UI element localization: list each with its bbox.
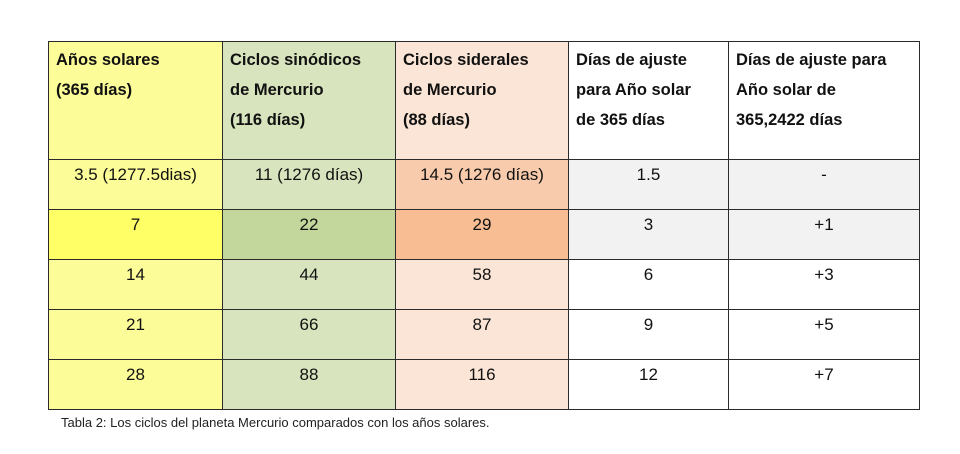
table-cell: +7 (728, 359, 920, 410)
table-cell: 14.5 (1276 días) (395, 159, 569, 210)
table-cell: 12 (568, 359, 729, 410)
table-cell: 116 (395, 359, 569, 410)
table-cell: - (728, 159, 920, 210)
table-cell: 7 (48, 209, 223, 260)
mercury-cycles-table: Años solares (365 días) Ciclos sinódicos… (48, 41, 920, 410)
table-cell: 3 (568, 209, 729, 260)
table-cell: +5 (728, 309, 920, 360)
table-cell: 1.5 (568, 159, 729, 210)
table-cell: +3 (728, 259, 920, 310)
header-line: Años solares (56, 51, 160, 69)
header-line: (365 días) (56, 81, 133, 99)
table-row: 21 66 87 9 +5 (48, 309, 920, 360)
table-row: 7 22 29 3 +1 (48, 209, 920, 260)
header-line: Ciclos siderales (403, 51, 529, 69)
header-line: Ciclos sinódicos (230, 51, 362, 69)
header-ciclos-sinodicos: Ciclos sinódicos de Mercurio (116 días) (222, 41, 396, 160)
header-line: (88 días) (403, 111, 470, 129)
header-line: de Mercurio (403, 81, 497, 99)
header-ciclos-siderales: Ciclos siderales de Mercurio (88 días) (395, 41, 569, 160)
table-cell: +1 (728, 209, 920, 260)
table-cell: 44 (222, 259, 396, 310)
table-cell: 29 (395, 209, 569, 260)
header-dias-ajuste-365-2422: Días de ajuste para Año solar de 365,242… (728, 41, 920, 160)
table-cell: 6 (568, 259, 729, 310)
table-header-row: Años solares (365 días) Ciclos sinódicos… (48, 41, 920, 160)
header-line: para Año solar (576, 81, 691, 99)
table-cell: 58 (395, 259, 569, 310)
table-cell: 87 (395, 309, 569, 360)
header-line: de Mercurio (230, 81, 324, 99)
table-cell: 88 (222, 359, 396, 410)
header-line: Días de ajuste (576, 51, 687, 69)
table-caption: Tabla 2: Los ciclos del planeta Mercurio… (61, 415, 490, 430)
table-row: 3.5 (1277.5dias) 11 (1276 días) 14.5 (12… (48, 159, 920, 210)
header-line: de 365 días (576, 111, 665, 129)
header-anos-solares: Años solares (365 días) (48, 41, 223, 160)
table-cell: 14 (48, 259, 223, 310)
table-cell: 21 (48, 309, 223, 360)
table-row: 28 88 116 12 +7 (48, 359, 920, 410)
table-cell: 9 (568, 309, 729, 360)
header-line: 365,2422 días (736, 111, 843, 129)
table-cell: 22 (222, 209, 396, 260)
table-row: 14 44 58 6 +3 (48, 259, 920, 310)
header-line: Días de ajuste para (736, 51, 887, 69)
header-line: (116 días) (230, 111, 306, 129)
header-dias-ajuste-365: Días de ajuste para Año solar de 365 día… (568, 41, 729, 160)
table-cell: 66 (222, 309, 396, 360)
header-line: Año solar de (736, 81, 836, 99)
table-cell: 28 (48, 359, 223, 410)
table-cell: 11 (1276 días) (222, 159, 396, 210)
table-cell: 3.5 (1277.5dias) (48, 159, 223, 210)
